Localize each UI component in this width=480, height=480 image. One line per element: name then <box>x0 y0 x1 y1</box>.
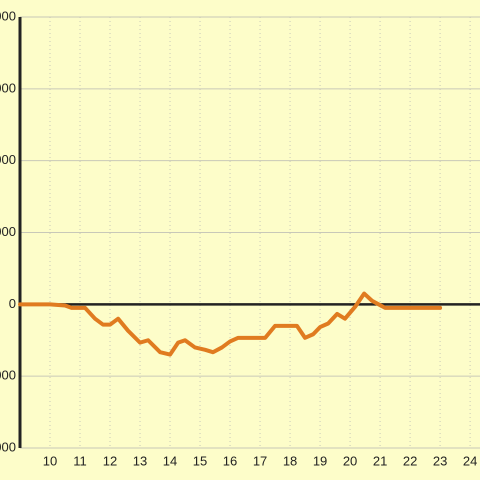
x-tick-label: 12 <box>103 453 117 468</box>
x-tick-label: 20 <box>343 453 357 468</box>
y-tick-label: -6,000 <box>0 439 16 454</box>
x-tick-label: 13 <box>133 453 147 468</box>
y-tick-label: 9,000 <box>0 80 16 95</box>
x-tick-label: 10 <box>43 453 57 468</box>
x-tick-label: 14 <box>163 453 177 468</box>
x-tick-label: 19 <box>313 453 327 468</box>
x-tick-label: 21 <box>373 453 387 468</box>
x-tick-label: 11 <box>73 453 87 468</box>
y-tick-label: 0 <box>9 296 16 311</box>
x-tick-label: 16 <box>223 453 237 468</box>
x-tick-label: 24 <box>463 453 477 468</box>
x-tick-label: 23 <box>433 453 447 468</box>
y-tick-label: 6,000 <box>0 152 16 167</box>
y-tick-label: 12,000 <box>0 8 16 23</box>
x-tick-label: 17 <box>253 453 267 468</box>
y-tick-label: -3,000 <box>0 368 16 383</box>
x-tick-label: 15 <box>193 453 207 468</box>
y-tick-label: 3,000 <box>0 224 16 239</box>
x-tick-label: 18 <box>283 453 297 468</box>
x-tick-label: 22 <box>403 453 417 468</box>
line-series <box>18 291 443 357</box>
